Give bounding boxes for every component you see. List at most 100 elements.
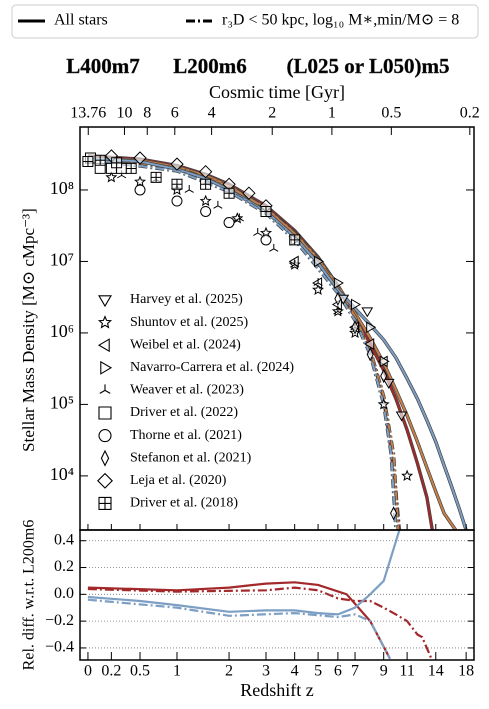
top-tick-label: 0.5	[381, 105, 401, 122]
data-point	[94, 154, 106, 166]
legend-label: r₃D < 50 kpc, log₁₀ M∗,min/M⊙ = 8	[222, 12, 459, 29]
data-point	[213, 200, 223, 209]
y-tick-label: −0.2	[45, 612, 74, 629]
y-tick-label: 0.0	[54, 585, 74, 602]
y-tick-label: 10⁵	[50, 393, 74, 413]
legend-label: Harvey et al. (2025)	[130, 292, 243, 307]
curve	[87, 581, 391, 660]
data-point	[366, 347, 374, 362]
plot-frame	[79, 529, 475, 661]
data-point	[134, 175, 147, 187]
data-point	[231, 212, 244, 224]
legend-marker	[99, 384, 111, 394]
data-point	[351, 320, 359, 335]
data-point	[361, 307, 374, 318]
simulation-label: (L025 or L050)m5	[287, 54, 450, 78]
data-point	[377, 398, 390, 410]
top-tick-label: 8	[143, 105, 151, 122]
legend-box	[11, 4, 479, 39]
data-point	[170, 157, 184, 171]
top-tick-label: 4	[208, 105, 216, 122]
x-axis-label: Redshift z	[240, 680, 314, 700]
legend-label: Navarro-Carrera et al. (2024)	[130, 360, 294, 375]
curve	[87, 530, 401, 616]
top-tick-label: 1	[328, 105, 336, 122]
data-point	[105, 171, 118, 183]
y-tick-label: 10⁶	[50, 321, 74, 341]
data-point	[184, 184, 194, 193]
y-tick-label: 10⁴	[50, 464, 74, 484]
data-point	[260, 234, 272, 246]
data-point	[379, 355, 390, 368]
plot-area	[82, 149, 468, 530]
x-tick-label: 5	[314, 663, 322, 680]
data-point	[82, 156, 94, 167]
data-point	[314, 255, 325, 268]
curve	[87, 158, 397, 530]
x-tick-label: 1	[173, 663, 181, 680]
data-point	[290, 259, 300, 268]
plot-area	[87, 530, 433, 660]
data-point	[390, 506, 398, 521]
x-tick-label: 3	[262, 663, 270, 680]
legend-label: Stefanon et al. (2021)	[130, 450, 252, 465]
data-point	[333, 277, 344, 289]
legend-label: All stars	[54, 12, 108, 29]
x-tick-label: 0	[84, 663, 92, 680]
data-point	[260, 206, 272, 217]
data-point	[150, 171, 162, 183]
legend-marker	[100, 360, 113, 375]
data-point	[366, 321, 377, 334]
legend-marker	[97, 315, 113, 329]
legend-marker	[97, 338, 110, 353]
top-tick-label: 0.2	[460, 105, 480, 122]
y-axis-label: Stellar Mass Density [M⊙ cMpc⁻³]	[19, 208, 38, 452]
y-tick-label: −0.4	[45, 639, 74, 656]
legend-label: Shuntov et al. (2025)	[130, 315, 249, 330]
y-tick-label: 0.2	[54, 558, 74, 575]
data-point	[234, 213, 244, 222]
x-tick-label: 7	[351, 663, 359, 680]
legend-marker	[100, 449, 110, 467]
data-point	[380, 368, 388, 384]
data-point	[200, 206, 212, 217]
data-point	[334, 291, 342, 306]
y-tick-label: 0.4	[54, 531, 74, 548]
y-tick-label: 10⁷	[50, 250, 74, 270]
curve	[87, 586, 433, 660]
legend-marker	[98, 295, 112, 308]
x-tick-label: 6	[334, 663, 342, 680]
data-point	[199, 194, 212, 207]
legend-label: Driver et al. (2022)	[130, 405, 238, 420]
data-point	[313, 277, 323, 286]
legend-marker	[98, 496, 112, 510]
data-point	[351, 298, 361, 311]
x-tick-label: 2	[225, 663, 233, 680]
data-point	[134, 184, 146, 196]
data-point	[382, 378, 395, 389]
data-point	[401, 469, 414, 481]
simulation-label: L200m6	[173, 54, 247, 78]
legend-label: Weaver et al. (2023)	[130, 383, 244, 398]
x-tick-label: 18	[458, 663, 474, 680]
data-point	[288, 255, 299, 268]
legend-marker	[98, 406, 112, 420]
data-point	[395, 411, 408, 422]
data-point	[198, 164, 213, 179]
data-point	[223, 187, 235, 199]
top-tick-label: 13.76	[70, 105, 106, 122]
data-point	[111, 157, 123, 169]
x-tick-label: 14	[428, 663, 444, 680]
top-tick-label: 10	[116, 105, 132, 122]
legend-marker	[98, 429, 112, 443]
legend-label: Thorne et al. (2021)	[130, 428, 242, 443]
data-point	[133, 151, 147, 165]
data-point	[269, 243, 279, 252]
data-point	[171, 178, 183, 190]
simulation-label: L400m7	[66, 54, 140, 78]
data-point	[242, 186, 256, 200]
legend-label: Weibel et al. (2024)	[130, 337, 241, 352]
x-tick-label: 9	[380, 663, 388, 680]
top-axis-label: Cosmic time [Gyr]	[209, 82, 345, 102]
y-axis-label: Rel. diff. w.r.t. L200m6	[21, 520, 38, 671]
